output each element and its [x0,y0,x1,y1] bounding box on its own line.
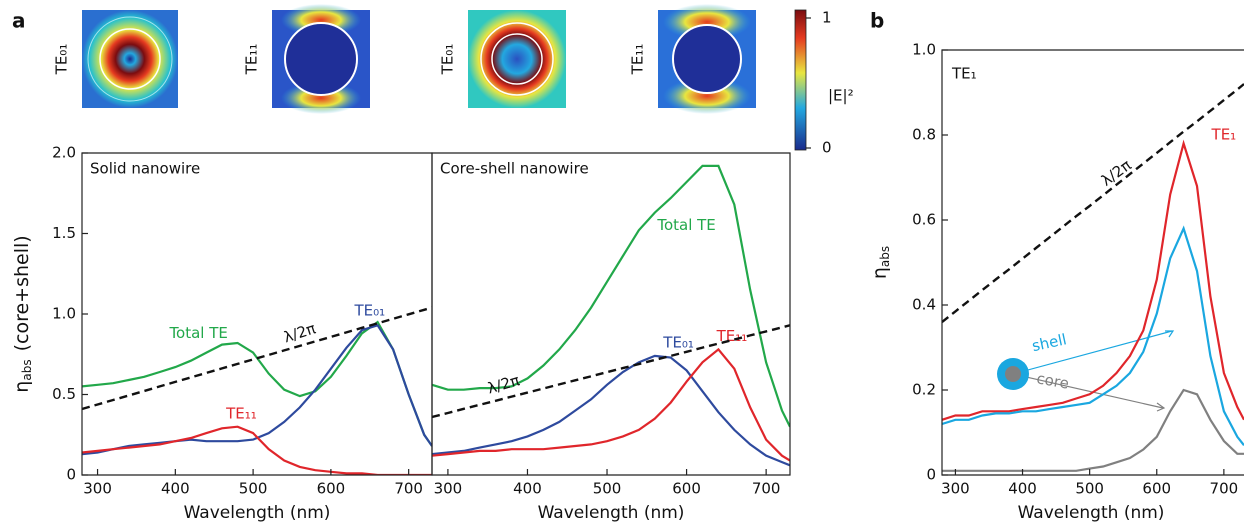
frame [941,49,1244,476]
x-tick-label: 300 [434,480,463,498]
series-line [942,388,1244,472]
colorbar-tick-label: 1 [822,9,832,27]
y-tick-label: 2.0 [52,144,76,162]
field-map [658,4,756,114]
x-axis-label: Wavelength (nm) [538,503,685,523]
y-tick-label: 0.2 [912,381,936,399]
series-line [82,320,432,447]
x-tick-label: 600 [1142,480,1171,498]
series-line [432,347,790,462]
panel-title: TE₁ [951,65,977,83]
nanowire-core-icon [1005,366,1021,382]
y-axis-label: ηabs [869,246,892,279]
x-tick-label: 600 [672,480,701,498]
y-axis-label-part: η [11,381,33,393]
panel-title: Core-shell nanowire [440,160,589,178]
series-line [432,354,790,467]
series-label: TE₁₁ [225,404,257,422]
y-tick-label: 1.0 [912,41,936,59]
y-tick-label: 0.6 [912,211,936,229]
series-label: Total TE [656,216,715,234]
x-tick-label: 400 [1008,480,1037,498]
series-line [942,225,1244,446]
frame [431,152,791,476]
colorbar-tick-label: 0 [822,139,832,157]
arrow-head [1165,330,1175,338]
panel: Total TE TE₀₁ TE₁₁ λ/2π 300 400 500 600 700 Core-… [431,152,791,523]
y-tick-label: 0.4 [912,296,936,314]
x-axis-label: Wavelength (nm) [184,503,331,523]
x-tick-label: 700 [1210,480,1239,498]
arrow [1012,373,1164,409]
panel-label: b [870,9,884,33]
y-tick-label: 0 [926,466,936,484]
x-tick-label: 500 [239,480,268,498]
field-map [272,4,370,114]
reference-line [82,306,432,411]
arrow-head [1156,402,1166,412]
reference-line [942,83,1244,323]
series-line [82,324,432,456]
y-axis-label: ηabs (core+shell) [11,235,34,392]
mode-label: TE₁₁ [629,44,647,76]
arrow [1012,330,1173,375]
y-tick-label: 0.8 [912,126,936,144]
x-tick-label: 500 [1075,480,1104,498]
y-axis-label-part: η [869,267,891,279]
series-label: TE₀₁ [353,301,385,319]
x-tick-label: 600 [317,480,346,498]
mode-label: TE₀₁ [53,44,71,76]
series-label: TE₁₁ [716,327,748,345]
y-tick-label: 1.0 [52,305,76,323]
series-label: shell [1030,330,1068,355]
x-tick-label: 300 [83,480,112,498]
x-tick-label: 400 [513,480,542,498]
series-line [82,425,432,475]
y-axis-label-part: abs [20,359,34,380]
field-map [82,10,178,108]
y-tick-label: 0 [66,466,76,484]
reference-line [432,324,790,419]
field-map [468,10,566,108]
y-axis-label-part: (core+shell) [11,235,33,351]
x-tick-label: 700 [394,480,423,498]
x-tick-label: 400 [161,480,190,498]
y-axis-label-part: abs [878,246,892,267]
panel-title: Solid nanowire [90,160,200,178]
series-label: core [1035,369,1070,392]
colorbar-label: |E|² [828,87,854,105]
series-line [942,139,1244,421]
series-label: TE₁ [1211,126,1237,144]
mode-label: TE₀₁ [439,44,457,76]
series-line [432,164,790,428]
x-tick-label: 500 [593,480,622,498]
panel-label: a [12,9,26,33]
mode-label: TE₁₁ [243,44,261,76]
colorbar [794,9,807,151]
series-label: λ/2π [485,371,521,397]
x-tick-label: 700 [752,480,781,498]
y-tick-label: 0.5 [52,385,76,403]
series-label: TE₀₁ [662,333,694,351]
x-axis-label: Wavelength (nm) [1018,503,1165,523]
series-label: Total TE [168,324,227,342]
y-tick-label: 1.5 [52,224,76,242]
x-tick-label: 300 [941,480,970,498]
